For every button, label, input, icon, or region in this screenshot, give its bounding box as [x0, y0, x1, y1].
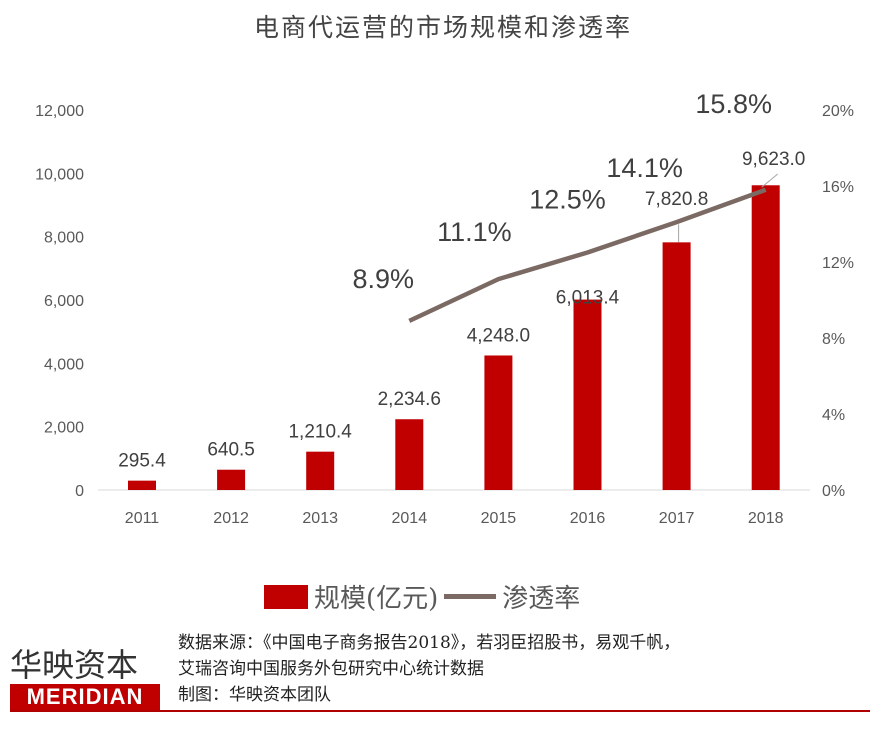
y-left-tick-label: 0: [75, 483, 84, 500]
x-tick-label: 2017: [659, 510, 695, 527]
bar-data-label: 6,013.4: [556, 288, 620, 309]
brand-logo-cn: 华映资本: [10, 646, 139, 684]
y-left-tick-label: 6,000: [44, 293, 84, 310]
x-tick-label: 2013: [302, 510, 338, 527]
brand-logo-en: MERIDIAN: [10, 684, 160, 710]
source-line-2: 艾瑞咨询中国服务外包研究中心统计数据: [178, 659, 484, 679]
x-tick-label: 2016: [570, 510, 606, 527]
bar: [662, 242, 691, 490]
line-data-label: 12.5%: [529, 185, 606, 215]
legend-bar-swatch: [264, 584, 308, 609]
bar: [751, 185, 780, 490]
bar-data-label: 2,234.6: [378, 389, 441, 410]
bar: [128, 480, 156, 490]
y-left-tick-label: 8,000: [44, 230, 84, 247]
bar: [306, 451, 335, 490]
x-tick-label: 2012: [213, 510, 249, 527]
y-right-tick-label: 8%: [822, 331, 845, 348]
y-left-tick-label: 4,000: [44, 356, 84, 373]
leader-line: [761, 173, 779, 188]
legend-bar-label: 规模(亿元): [314, 584, 439, 614]
bar: [573, 299, 602, 490]
y-right-tick-label: 20%: [822, 103, 854, 120]
penetration-rate-line: [408, 187, 767, 323]
x-tick-label: 2015: [481, 510, 517, 527]
x-tick-label: 2011: [125, 510, 160, 527]
combo-chart: 0 2,000 4,000 6,000 8,000 10,000 12,000 0% 4% 8% 1…: [35, 89, 854, 527]
bar-data-label: 640.5: [207, 440, 255, 461]
bar-data-label: 9,623.0: [742, 149, 805, 170]
chart-title: 电商代运营的市场规模和渗透率: [253, 13, 632, 42]
source-line-1: 数据来源：《中国电子商务报告2018》，若羽臣招股书，易观千帆，: [178, 633, 681, 653]
y-left-tick-label: 10,000: [35, 166, 84, 183]
bar-data-label: 1,210.4: [288, 422, 352, 443]
credit-line: 制图：华映资本团队: [178, 685, 331, 705]
source-notes: 数据来源：《中国电子商务报告2018》，若羽臣招股书，易观千帆， 艾瑞咨询中国服…: [178, 630, 680, 708]
line-data-label: 15.8%: [695, 89, 772, 119]
y-right-tick-label: 16%: [822, 179, 854, 196]
bar-data-label: 295.4: [118, 451, 166, 472]
y-left-tick-label: 12,000: [35, 103, 84, 120]
y-right-tick-label: 12%: [822, 255, 854, 272]
bar-data-label: 4,248.0: [467, 325, 530, 346]
legend-line-swatch: [444, 594, 497, 599]
bar: [395, 419, 424, 490]
footer-divider: [10, 710, 870, 712]
y-left-tick-label: 2,000: [44, 420, 84, 437]
x-tick-label: 2014: [392, 510, 428, 527]
legend: 规模(亿元) 渗透率: [264, 578, 580, 615]
line-data-label: 14.1%: [606, 153, 683, 183]
line-data-label: 11.1%: [437, 217, 512, 247]
y-right-tick-label: 4%: [822, 407, 845, 424]
legend-line-label: 渗透率: [502, 584, 581, 614]
x-tick-label: 2018: [748, 510, 784, 527]
bar: [484, 355, 513, 490]
line-data-label: 8.9%: [353, 264, 415, 294]
bar: [217, 469, 246, 490]
bar-data-label: 7,820.8: [645, 189, 708, 210]
y-right-tick-label: 0%: [822, 483, 845, 500]
